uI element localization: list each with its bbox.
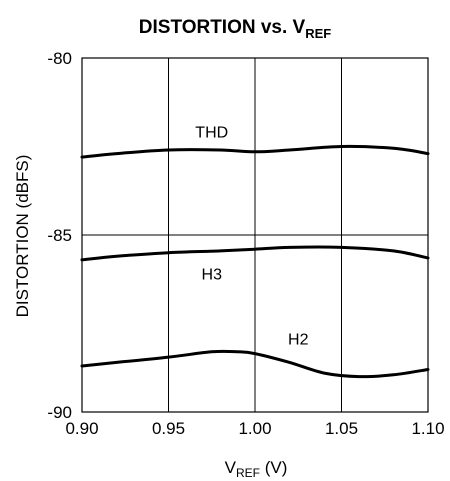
- y-tick-label: -90: [47, 403, 72, 422]
- series-label-thd: THD: [195, 125, 228, 142]
- x-tick-labels: 0.90 0.95 1.00 1.05 1.10: [65, 419, 444, 438]
- series-label-h3: H3: [202, 266, 223, 283]
- series-line-thd: [80, 144, 430, 159]
- x-axis-label-unit: (V): [260, 458, 287, 477]
- series-label-h2: H2: [288, 332, 309, 349]
- x-axis-label-main: V: [225, 458, 237, 477]
- grid-lines: [81, 57, 429, 413]
- series-lines: [80, 144, 430, 379]
- x-tick-label: 1.05: [325, 419, 358, 438]
- y-tick-labels: -80 -85 -90: [47, 49, 72, 422]
- series-line-h3: [80, 245, 430, 262]
- chart-title-main: DISTORTION vs. V: [139, 17, 306, 38]
- x-axis-label: VREF (V): [225, 458, 288, 480]
- x-axis-label-sub: REF: [236, 466, 260, 480]
- chart-title: DISTORTION vs. VREF: [139, 17, 332, 41]
- chart-title-sub: REF: [305, 26, 331, 41]
- series-line-h2: [80, 349, 430, 379]
- series-labels: THD H3 H2: [195, 125, 308, 349]
- x-tick-label: 1.00: [238, 419, 271, 438]
- x-tick-label: 0.95: [152, 419, 185, 438]
- x-tick-label: 0.90: [65, 419, 98, 438]
- x-tick-label: 1.10: [411, 419, 444, 438]
- y-axis-label: DISTORTION (dBFS): [13, 155, 32, 318]
- plot-frame: [81, 57, 429, 413]
- y-tick-label: -80: [47, 49, 72, 68]
- y-tick-label: -85: [47, 226, 72, 245]
